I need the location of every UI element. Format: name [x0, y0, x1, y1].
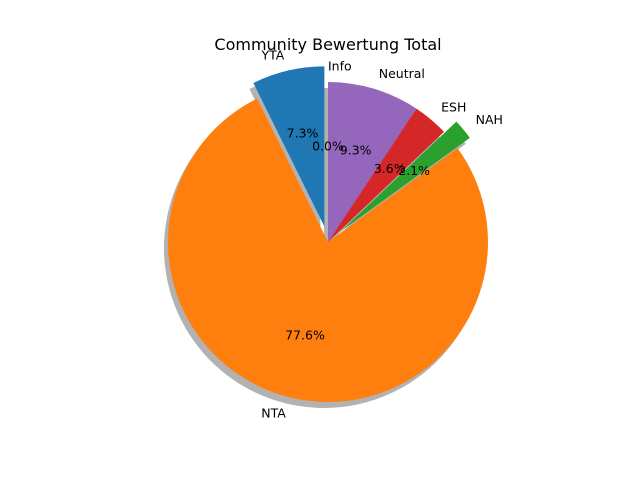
- pie-wedges: [167, 66, 488, 403]
- slice-nah: [340, 121, 470, 232]
- slice-percent-info: 0.0%: [312, 139, 344, 154]
- slice-label-neutral: Neutral: [379, 66, 425, 81]
- slice-label-nta: NTA: [261, 405, 286, 420]
- slice-label-nah: NAH: [476, 112, 503, 127]
- slice-neutral: [328, 82, 417, 242]
- slice-esh: [328, 108, 445, 242]
- slice-nta: [167, 98, 488, 403]
- slice-percent-esh: 3.6%: [374, 161, 406, 176]
- slice-percent-nta: 77.6%: [285, 328, 325, 343]
- slice-labels: YTA NTA NAH ESH Neutral Info: [260, 48, 503, 421]
- slice-label-info: Info: [328, 59, 352, 74]
- slice-percent-yta: 7.3%: [287, 125, 319, 140]
- percent-labels: 7.3% 77.6% 2.1%3.6%9.3%0.0%: [285, 125, 430, 342]
- slice-label-yta: YTA: [260, 48, 284, 63]
- slice-yta: [253, 66, 325, 227]
- chart-title: Community Bewertung Total: [214, 35, 441, 54]
- slice-percent-nah: 2.1%: [398, 163, 430, 178]
- slice-label-esh: ESH: [441, 100, 466, 115]
- slice-percent-neutral: 9.3%: [340, 143, 372, 158]
